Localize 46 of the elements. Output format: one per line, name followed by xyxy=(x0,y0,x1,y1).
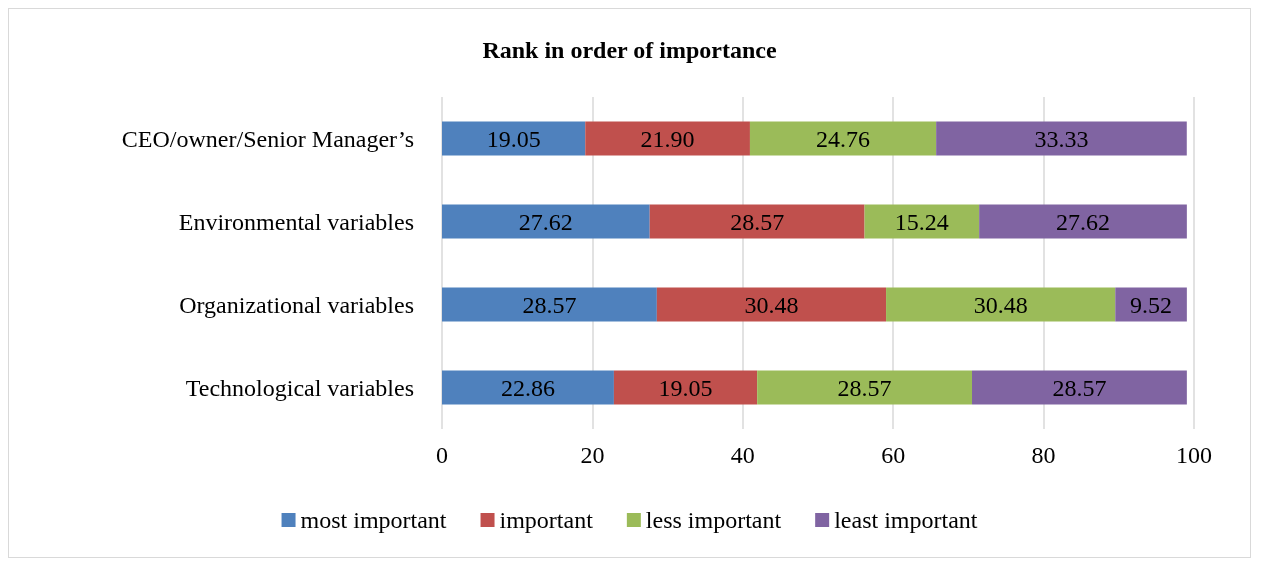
bar xyxy=(749,121,937,156)
data-label: 19.05 xyxy=(658,374,713,401)
data-label: 30.48 xyxy=(973,291,1028,318)
data-label: 28.57 xyxy=(1052,374,1107,401)
data-label: 24.76 xyxy=(816,125,871,152)
chart-title: Rank in order of importance xyxy=(482,37,777,63)
y-tick-label: CEO/owner/Senior Manager’s xyxy=(121,125,414,152)
bar xyxy=(864,204,980,239)
data-label: 19.05 xyxy=(486,125,541,152)
y-tick-label: Technological variables xyxy=(185,374,414,401)
data-label: 33.33 xyxy=(1034,125,1089,152)
x-tick-label: 20 xyxy=(580,442,605,468)
bar xyxy=(649,204,865,239)
legend-label: most important xyxy=(300,507,447,533)
bar xyxy=(757,370,973,405)
data-label: 28.57 xyxy=(522,291,577,318)
y-tick-label: Organizational variables xyxy=(179,291,414,318)
legend-label: important xyxy=(499,507,594,533)
data-label: 22.86 xyxy=(500,374,555,401)
data-label: 15.24 xyxy=(894,208,949,235)
data-label: 21.90 xyxy=(640,125,695,152)
bar xyxy=(442,121,586,156)
x-tick-label: 80 xyxy=(1031,442,1056,468)
bar xyxy=(979,204,1187,239)
bar xyxy=(442,287,657,322)
x-tick-label: 40 xyxy=(730,442,755,468)
legend-label: less important xyxy=(645,507,782,533)
bar xyxy=(886,287,1116,322)
y-tick-label: Environmental variables xyxy=(178,208,414,235)
bar xyxy=(442,204,650,239)
data-label: 27.62 xyxy=(518,208,573,235)
bar xyxy=(442,370,614,405)
bar xyxy=(585,121,750,156)
bar xyxy=(936,121,1187,156)
x-tick-label: 60 xyxy=(881,442,906,468)
data-label: 30.48 xyxy=(744,291,799,318)
bar xyxy=(613,370,758,405)
data-label: 28.57 xyxy=(730,208,785,235)
data-label: 27.62 xyxy=(1056,208,1110,235)
bar xyxy=(656,287,887,322)
x-tick-label: 100 xyxy=(1176,442,1212,468)
data-label: 28.57 xyxy=(837,374,892,401)
legend-label: least important xyxy=(834,507,978,533)
bar xyxy=(972,370,1187,405)
data-label: 9.52 xyxy=(1130,291,1173,318)
x-tick-label: 0 xyxy=(436,442,448,468)
